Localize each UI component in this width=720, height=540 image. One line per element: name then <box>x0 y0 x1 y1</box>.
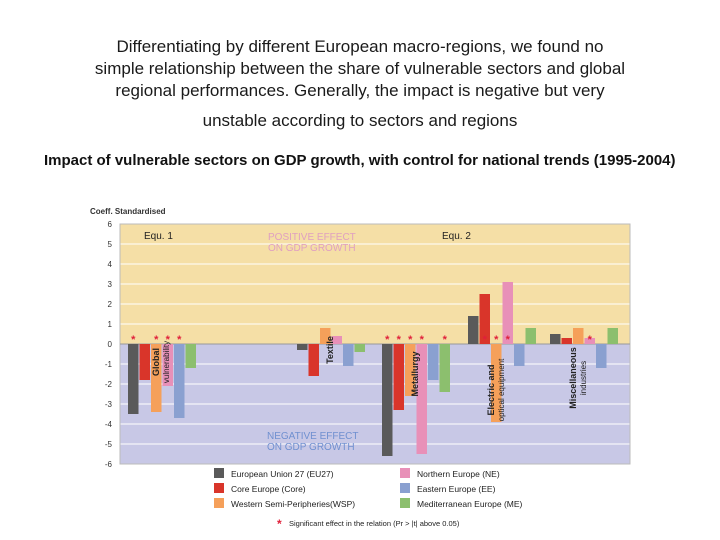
legend-swatch-core <box>214 483 224 493</box>
bar-ee <box>514 344 525 366</box>
category-label-line: Global <box>151 348 161 376</box>
bar-ee <box>343 344 354 366</box>
legend-swatch-ne <box>400 468 410 478</box>
legend-label: Eastern Europe (EE) <box>417 484 496 494</box>
bar-me <box>607 328 618 344</box>
category-label: Electric and optical equipment <box>486 358 506 421</box>
heading-line-2: simple relationship between the share of… <box>94 59 626 78</box>
category-label-line: industries <box>579 361 588 395</box>
category-label-line: Textile <box>325 336 335 364</box>
legend-label: European Union 27 (EU27) <box>231 469 334 479</box>
y-tick-label: -1 <box>105 360 113 369</box>
legend-label: Northern Europe (NE) <box>417 469 500 479</box>
equation-2-label: Equ. 2 <box>442 231 471 242</box>
bar-wsp <box>151 344 162 412</box>
bar-ne <box>502 282 513 344</box>
bar-eu27 <box>382 344 393 456</box>
y-tick-label: 3 <box>108 280 113 289</box>
category-label: Miscellaneous industries <box>568 347 588 409</box>
significance-star: * <box>506 334 511 346</box>
significance-star: * <box>166 334 171 346</box>
y-tick-label: 0 <box>108 340 113 349</box>
legend-swatch-wsp <box>214 498 224 508</box>
chart-subtitle: Impact of vulnerable sectors on GDP grow… <box>44 152 676 169</box>
significance-star: * <box>385 334 390 346</box>
bar-core <box>561 338 572 344</box>
bar-eu27 <box>468 316 479 344</box>
bar-eu27 <box>550 334 561 344</box>
significance-star: * <box>494 334 499 346</box>
y-tick-label: 5 <box>108 240 113 249</box>
bar-wsp <box>573 328 584 344</box>
negative-effect-label: NEGATIVE EFFECT <box>267 431 359 442</box>
category-label: Metallurgy <box>410 351 420 396</box>
bar-eu27 <box>128 344 139 414</box>
heading-line-3: regional performances. Generally, the im… <box>115 81 605 100</box>
legend-swatch-eu27 <box>214 468 224 478</box>
significance-star: * <box>420 334 425 346</box>
bar-me <box>525 328 536 344</box>
bar-wsp <box>491 344 502 422</box>
bar-ne <box>162 344 173 386</box>
negative-effect-label: ON GDP GROWTH <box>267 442 355 453</box>
bar-ne <box>416 344 427 454</box>
equation-1-label: Equ. 1 <box>144 231 173 242</box>
category-label: Textile <box>325 336 335 364</box>
y-tick-label: -6 <box>105 460 113 469</box>
bar-core <box>308 344 319 376</box>
category-label-line: Miscellaneous <box>568 347 578 409</box>
bar-core <box>479 294 490 344</box>
legend-label: Western Semi-Peripheries(WSP) <box>231 499 355 509</box>
significance-star: * <box>154 334 159 346</box>
significance-star: * <box>131 334 136 346</box>
bar-ee <box>596 344 607 368</box>
bar-me <box>185 344 196 368</box>
category-label-line: Electric and <box>486 364 496 415</box>
bar-ne <box>584 338 595 344</box>
significance-star: * <box>588 334 593 346</box>
legend-swatch-me <box>400 498 410 508</box>
y-tick-label: 1 <box>108 320 113 329</box>
bar-ee <box>428 344 439 380</box>
bar-ne <box>331 336 342 344</box>
category-label-line: Metallurgy <box>410 351 420 396</box>
bar-me <box>354 344 365 352</box>
significance-star: * <box>443 334 448 346</box>
bar-wsp <box>405 344 416 396</box>
bar-me <box>439 344 450 392</box>
legend-swatch-ee <box>400 483 410 493</box>
bar-wsp <box>320 328 331 344</box>
y-axis-label: Coeff. Standardised <box>90 207 166 216</box>
y-tick-label: -2 <box>105 380 113 389</box>
y-tick-label: 4 <box>108 260 113 269</box>
category-label-line: optical equipment <box>497 358 506 421</box>
bar-core <box>139 344 150 380</box>
heading-line-4: unstable according to sectors and region… <box>202 111 518 130</box>
significance-star: * <box>397 334 402 346</box>
y-tick-label: -3 <box>105 400 113 409</box>
positive-effect-label: POSITIVE EFFECT <box>268 232 356 243</box>
category-label: Global vulnerability <box>151 341 171 383</box>
bar-eu27 <box>297 344 308 350</box>
legend-label: Core Europe (Core) <box>231 484 306 494</box>
legend-label: Mediterranean Europe (ME) <box>417 499 523 509</box>
y-tick-label: -4 <box>105 420 113 429</box>
y-tick-label: 2 <box>108 300 113 309</box>
significance-star-legend: * <box>277 517 282 531</box>
positive-effect-label: ON GDP GROWTH <box>268 243 356 254</box>
bar-ee <box>174 344 185 418</box>
bar-core <box>393 344 404 410</box>
significance-star: * <box>177 334 182 346</box>
significance-note: Significant effect in the relation (Pr >… <box>289 519 460 528</box>
slide-heading: Differentiating by different European ma… <box>40 36 680 132</box>
heading-line-1: Differentiating by different European ma… <box>116 37 604 56</box>
significance-star: * <box>483 334 488 346</box>
y-tick-label: 6 <box>108 220 113 229</box>
significance-star: * <box>408 334 413 346</box>
y-tick-label: -5 <box>105 440 113 449</box>
category-label-line: vulnerability <box>162 341 171 383</box>
